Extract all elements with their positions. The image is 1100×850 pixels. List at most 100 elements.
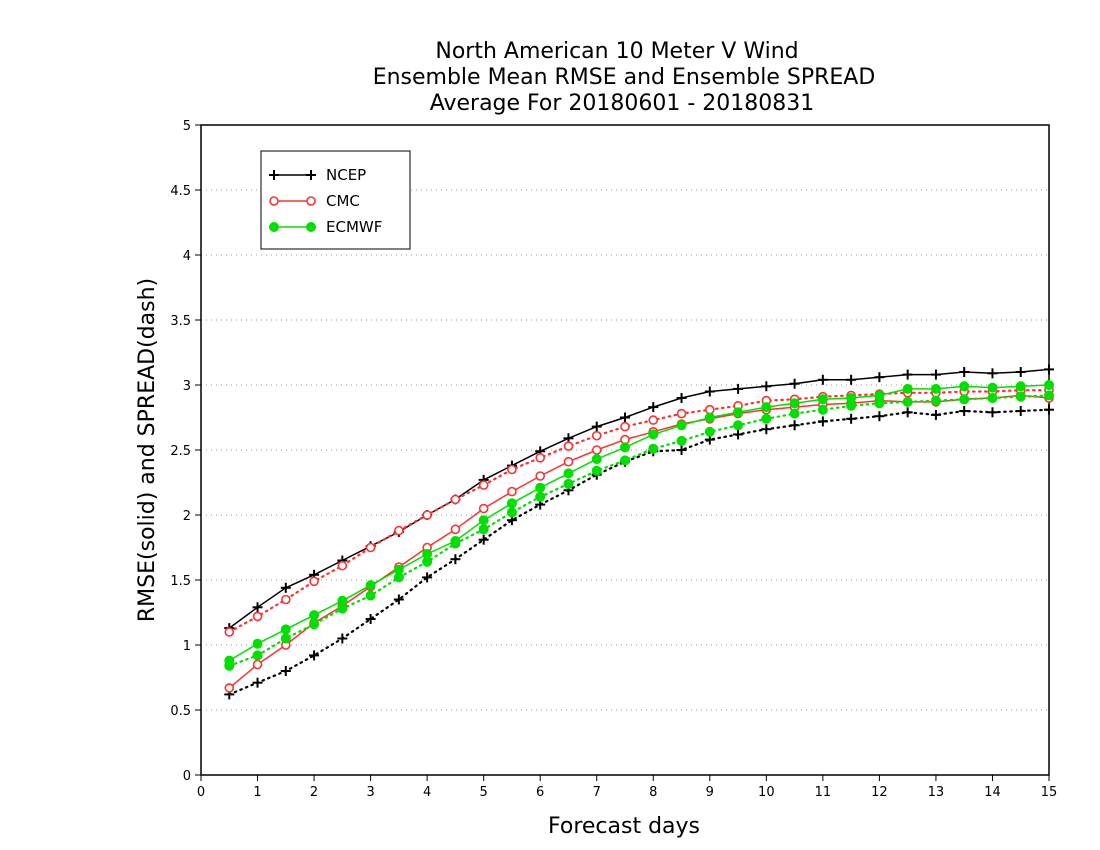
x-tick-label: 13	[928, 785, 945, 800]
cmc-spread-point	[309, 576, 319, 587]
ncep-rmse-point	[987, 368, 998, 379]
x-tick-label: 2	[310, 785, 318, 800]
x-tick-label: 3	[366, 785, 374, 800]
ecmwf-rmse-point	[252, 638, 263, 649]
ncep-rmse-point	[280, 582, 291, 593]
y-tick-label: 1.5	[170, 574, 191, 589]
ncep-rmse-point	[761, 381, 772, 392]
cmc-rmse-point	[591, 445, 602, 455]
ecmwf-spread-point	[761, 413, 772, 424]
x-tick-label: 10	[758, 785, 775, 800]
x-tick-label: 1	[253, 785, 261, 800]
ecmwf-rmse-point	[789, 398, 800, 409]
ecmwf-rmse-point	[478, 515, 489, 526]
ecmwf-rmse-point	[676, 420, 687, 431]
ncep-spread-point	[280, 666, 291, 676]
title-line-2: Ensemble Mean RMSE and Ensemble SPREAD	[373, 65, 876, 90]
ncep-rmse-point	[874, 372, 885, 383]
y-tick-label: 2	[183, 509, 191, 524]
cmc-spread-point	[280, 594, 291, 605]
ncep-spread-point	[676, 445, 687, 455]
x-tick-label: 4	[423, 785, 431, 800]
y-tick-label: 4.5	[170, 184, 191, 199]
ncep-spread-point	[987, 407, 998, 418]
ncep-spread-point	[478, 534, 489, 545]
ecmwf-rmse-point	[620, 442, 630, 453]
y-tick-label: 3	[183, 379, 191, 394]
cmc-rmse-point	[563, 456, 574, 467]
ncep-spread-point	[817, 416, 828, 427]
y-tick-label: 0	[183, 769, 191, 784]
ncep-spread-point	[337, 633, 348, 644]
ecmwf-rmse-point	[733, 407, 744, 418]
x-tick-label: 5	[480, 785, 488, 800]
ncep-spread-point	[450, 554, 461, 565]
legend-entry-ecmwf: ECMWF	[269, 218, 382, 236]
cmc-spread-point	[563, 441, 574, 451]
ncep-spread-point	[789, 420, 800, 431]
ncep-rmse-point	[676, 393, 687, 403]
x-tick-label: 14	[984, 785, 1001, 800]
legend-marker-cmc-end	[306, 196, 316, 206]
ncep-spread-point	[393, 594, 404, 605]
ncep-rmse-point	[252, 602, 263, 613]
title-line-1: North American 10 Meter V Wind	[435, 39, 798, 64]
ecmwf-spread-point	[563, 478, 574, 489]
ecmwf-rmse-point	[817, 394, 828, 405]
ecmwf-spread-point	[224, 660, 235, 671]
ecmwf-rmse-point	[1015, 381, 1026, 392]
ecmwf-spread-point	[987, 393, 998, 403]
ncep-rmse-point	[733, 383, 744, 394]
title-line-3: Average For 20180601 - 20180831	[430, 91, 815, 116]
y-tick-label: 1	[183, 639, 191, 654]
ecmwf-spread-point	[506, 507, 517, 518]
x-tick-label: 9	[706, 785, 714, 800]
ncep-spread-line	[228, 408, 1051, 696]
ecmwf-rmse-point	[902, 383, 913, 394]
cmc-spread-point	[394, 525, 404, 536]
ecmwf-spread-point	[591, 465, 602, 476]
ncep-spread-point	[959, 406, 970, 416]
ncep-spread-point	[252, 677, 263, 688]
legend-marker-ncep-start	[269, 170, 279, 180]
cmc-spread-point	[478, 480, 489, 490]
cmc-spread-point	[676, 408, 687, 419]
axes: 00.511.522.533.544.550 1 2 3 4 5 6 7 8 9 10 11 12 13 1…	[170, 119, 1057, 800]
ecmwf-spread-point	[733, 420, 744, 431]
ecmwf-spread-point	[1044, 390, 1054, 401]
y-tick-label: 2.5	[170, 444, 191, 459]
cmc-spread-point	[422, 510, 432, 520]
legend: NCEP CMC ECMWF	[260, 150, 411, 250]
ncep-rmse-point	[591, 421, 602, 432]
cmc-rmse-point	[535, 471, 546, 481]
ncep-spread-point	[874, 411, 885, 422]
ecmwf-spread-point	[1015, 391, 1026, 402]
cmc-rmse-point	[478, 503, 489, 514]
ncep-rmse-point	[930, 369, 941, 380]
cmc-spread-point	[450, 494, 461, 505]
legend-entry-ncep: NCEP	[269, 166, 366, 184]
chart-title: North American 10 Meter V Wind Ensemble …	[373, 39, 876, 116]
ecmwf-spread-point	[478, 524, 489, 535]
ecmwf-rmse-point	[280, 624, 291, 635]
legend-marker-cmc-start	[269, 196, 279, 206]
ecmwf-rmse-point	[987, 382, 998, 393]
ecmwf-spread-point	[393, 572, 404, 583]
cmc-spread-point	[507, 464, 517, 475]
y-tick-label: 4	[183, 249, 191, 264]
ncep-rmse-point	[846, 374, 857, 385]
cmc-spread-point	[337, 560, 348, 571]
ecmwf-rmse-point	[648, 429, 659, 440]
ecmwf-spread-point	[676, 435, 687, 446]
ncep-spread-point	[365, 614, 376, 624]
ecmwf-rmse-point	[930, 383, 941, 394]
ncep-spread-point	[422, 572, 433, 583]
ecmwf-spread-line	[228, 394, 1051, 667]
x-axis-label: Forecast days	[548, 814, 700, 839]
x-tick-label: 7	[593, 785, 601, 800]
ncep-rmse-point	[620, 412, 630, 423]
series-markers	[224, 364, 1054, 700]
ncep-spread-point	[930, 409, 941, 420]
legend-label-ecmwf: ECMWF	[326, 218, 382, 236]
